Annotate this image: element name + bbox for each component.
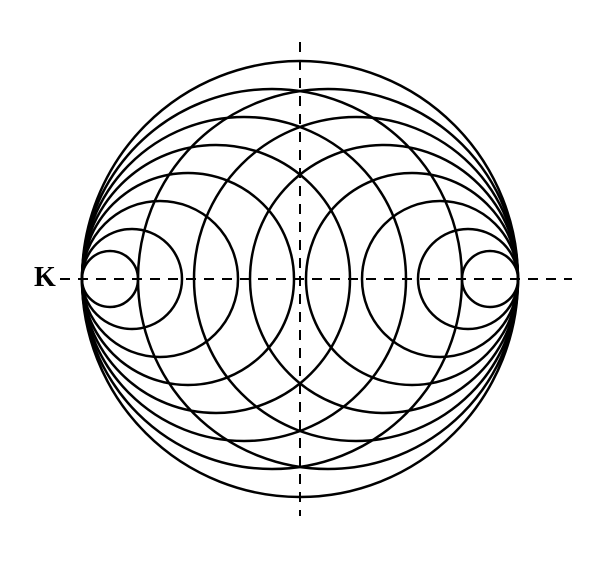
right-circle-6 bbox=[462, 251, 518, 307]
right-circle-5 bbox=[418, 229, 518, 329]
label-k: K bbox=[34, 262, 56, 294]
geometric-diagram: K bbox=[0, 0, 600, 558]
left-circle-7 bbox=[82, 251, 138, 307]
circles-svg bbox=[0, 0, 600, 558]
